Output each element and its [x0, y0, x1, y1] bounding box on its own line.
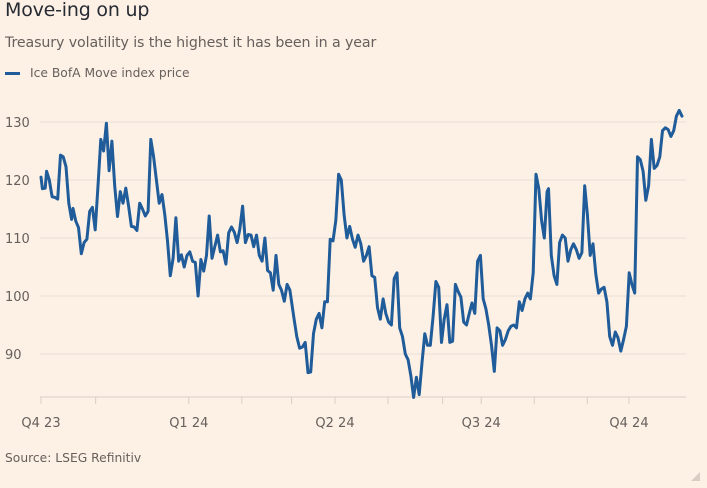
y-tick-label: 100: [5, 290, 30, 305]
legend-label: Ice BofA Move index price: [30, 66, 190, 80]
series-layer: [39, 108, 684, 399]
x-tick-label: Q4 24: [609, 416, 648, 431]
y-tick-label: 130: [5, 116, 30, 131]
x-axis: Q4 23 Q1 24 Q2 24 Q3 24 Q4 24: [21, 396, 686, 431]
legend: Ice BofA Move index price: [5, 66, 190, 80]
chart-title: Move-ing on up: [5, 0, 150, 21]
y-axis-tick-labels: 90 100 110 120 130: [5, 116, 30, 363]
y-tick-label: 110: [5, 232, 30, 247]
x-tick-label: Q3 24: [462, 416, 501, 431]
source-note: Source: LSEG Refinitiv: [5, 451, 142, 465]
y-tick-label: 90: [5, 348, 22, 363]
series-line-0: [39, 108, 684, 399]
x-tick-label: Q4 23: [21, 416, 60, 431]
x-tick-label: Q1 24: [169, 416, 208, 431]
chart-subtitle: Treasury volatility is the highest it ha…: [5, 35, 377, 51]
x-tick-label: Q2 24: [315, 416, 354, 431]
gridlines: [40, 121, 686, 355]
legend-swatch: [5, 71, 20, 75]
resize-handle-icon: [691, 472, 700, 481]
y-tick-label: 120: [5, 174, 30, 189]
